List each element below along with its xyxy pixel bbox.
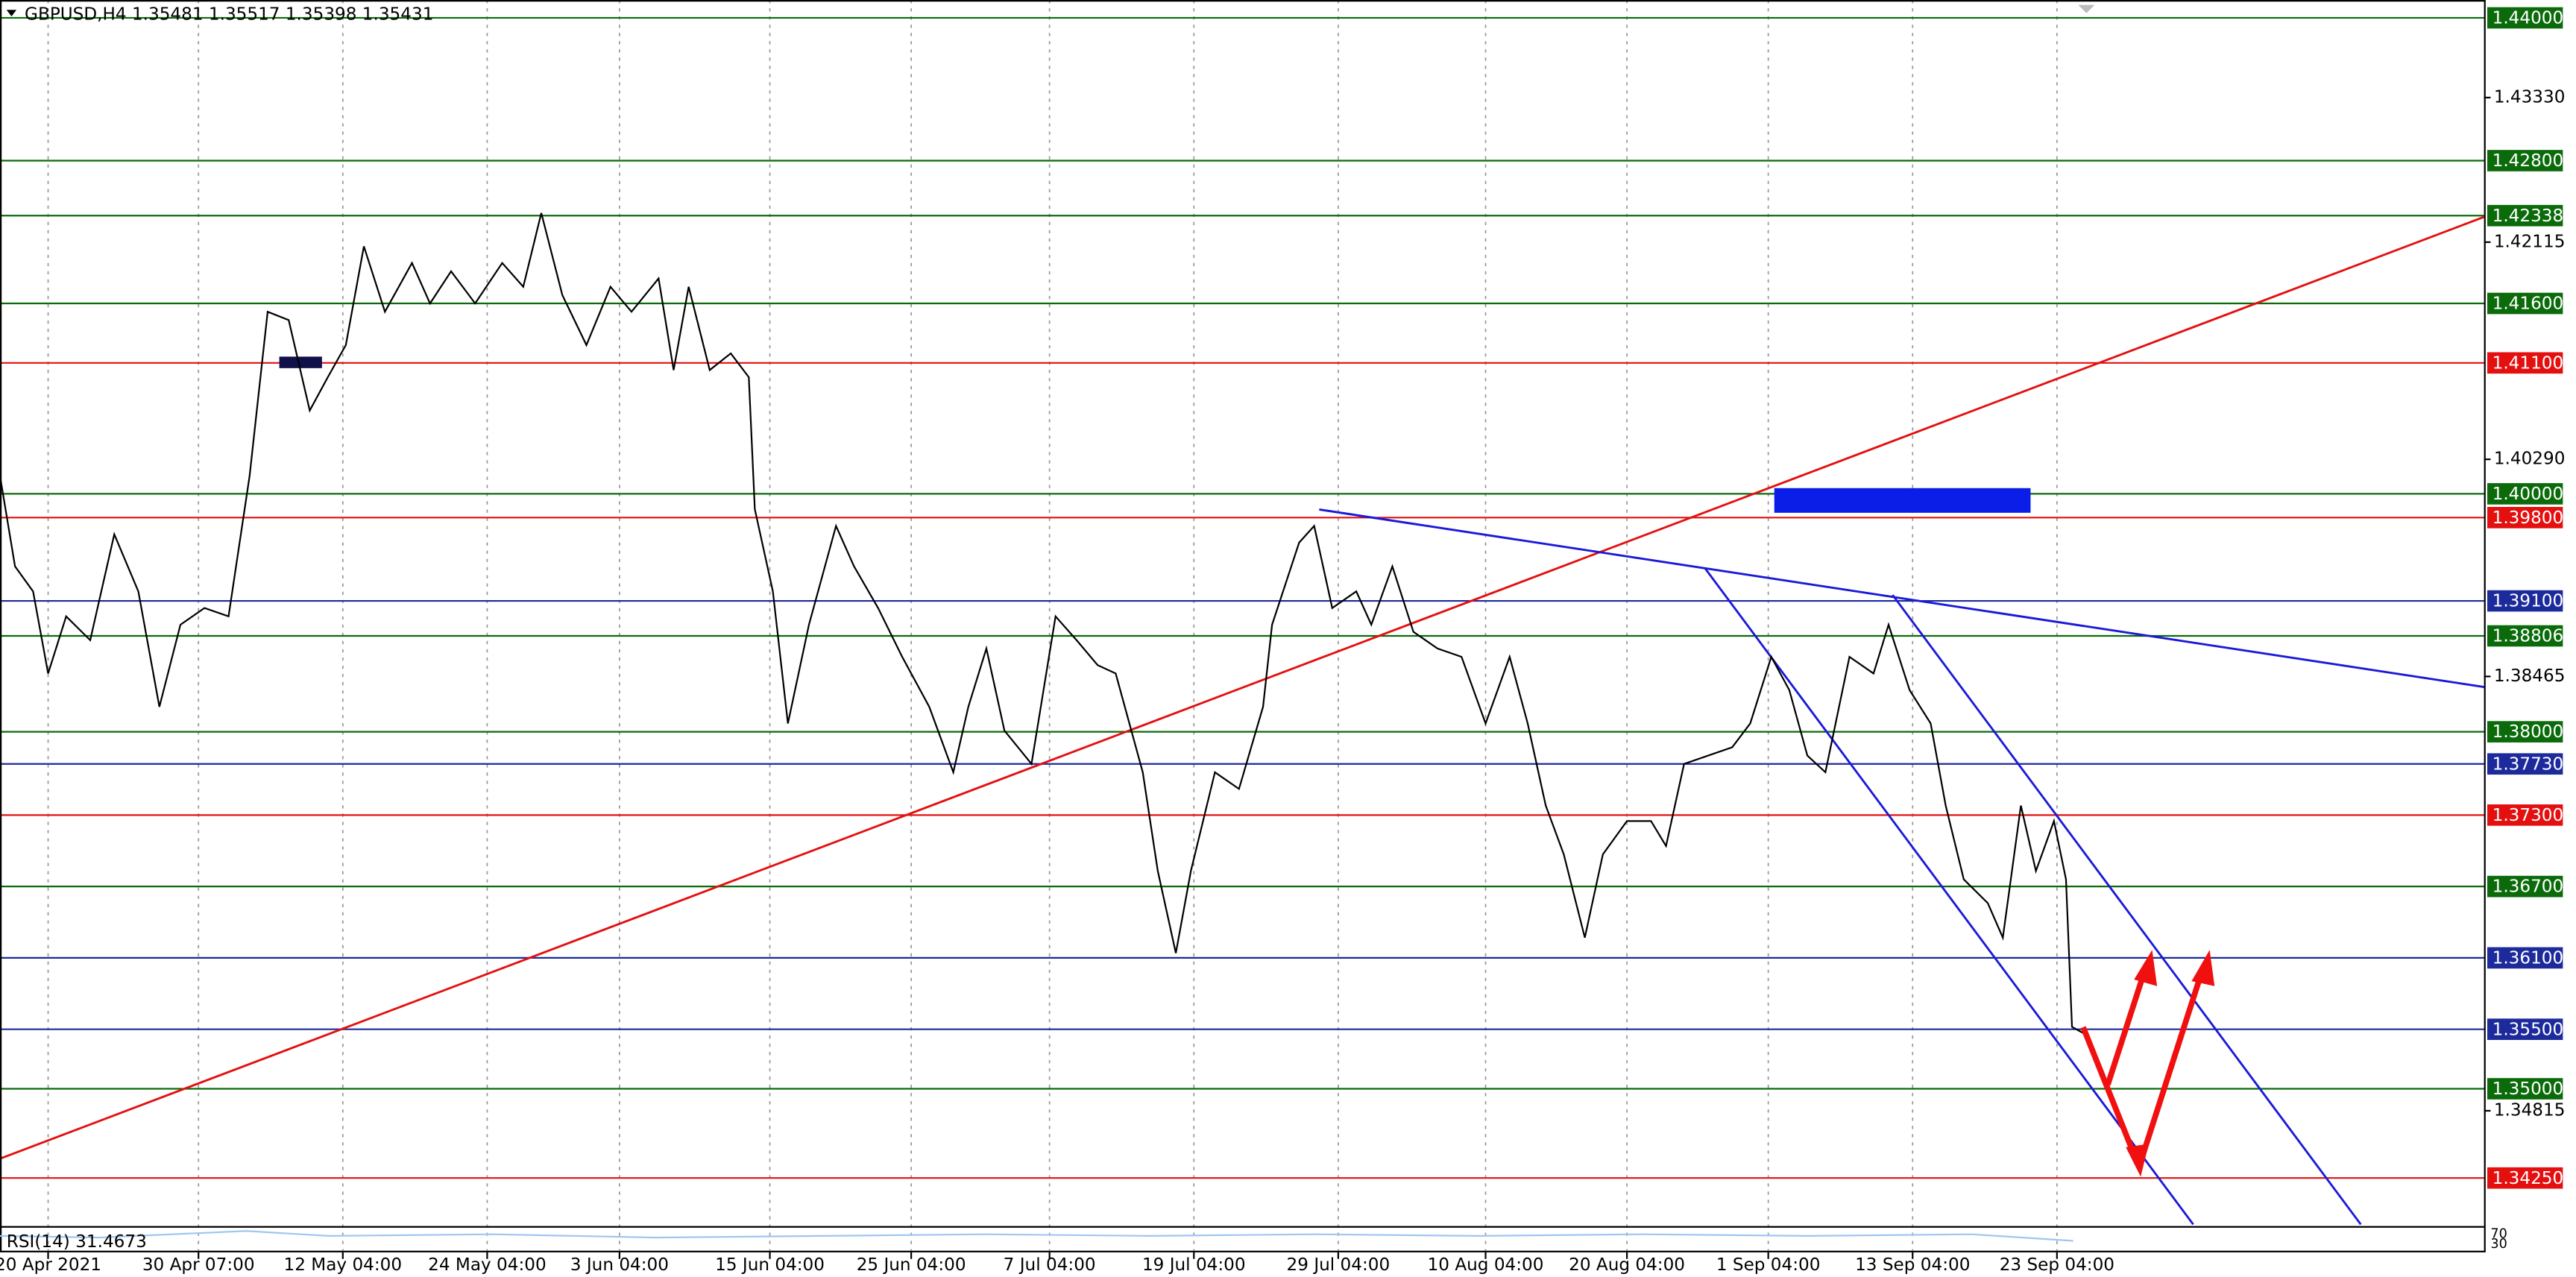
level-label-box (2487, 753, 2563, 775)
level-label-box (2487, 204, 2563, 227)
rsi-line (0, 1230, 2073, 1242)
level-label-box (2487, 590, 2563, 612)
price-series (0, 212, 2088, 1036)
level-label: 1.37300 (2492, 806, 2564, 825)
channel-line (1704, 567, 2194, 1226)
level-label: 1.40000 (2492, 485, 2564, 504)
y-tick-label: 1.40290 (2494, 450, 2566, 469)
level-label-box (2487, 1078, 2563, 1100)
level-label: 1.38000 (2492, 722, 2564, 742)
x-tick-label: 19 Jul 04:00 (1142, 1255, 1246, 1275)
level-label: 1.39800 (2492, 508, 2564, 528)
x-tick-label: 7 Jul 04:00 (1004, 1255, 1096, 1275)
x-tick-label: 25 Jun 04:00 (857, 1255, 966, 1275)
trend-line (1319, 508, 2484, 688)
level-label: 1.41600 (2492, 294, 2564, 314)
plot-frame (0, 0, 2486, 1252)
scroll-marker (2078, 4, 2095, 13)
level-label: 1.36700 (2492, 877, 2564, 897)
level-label: 1.37730 (2492, 754, 2564, 774)
level-label-box (2487, 352, 2563, 374)
menu-marker (6, 10, 17, 17)
x-tick-label: 24 May 04:00 (428, 1255, 547, 1275)
axes: 20 Apr 2021 30 Apr 07:00 12 May 04:00 24 Ma… (0, 7, 2565, 1275)
arrow-heads (2126, 950, 2215, 1177)
y-tick-label: 1.42115 (2494, 232, 2566, 251)
level-label-box (2487, 507, 2563, 529)
x-tick-label: 3 Jun 04:00 (570, 1255, 669, 1275)
level-label: 1.38806 (2492, 627, 2564, 646)
chart-title: GBPUSD,H4 1.35481 1.35517 1.35398 1.3543… (25, 4, 433, 24)
x-tick-label: 29 Jul 04:00 (1287, 1255, 1391, 1275)
indicator-tick: 30 (2490, 1237, 2507, 1252)
level-label: 1.34250 (2492, 1169, 2564, 1188)
x-tick-label: 30 Apr 07:00 (142, 1255, 255, 1275)
level-label-box (2487, 483, 2563, 505)
level-label-box (2487, 7, 2563, 29)
level-label-box (2487, 1018, 2563, 1041)
x-tick-label: 12 May 04:00 (284, 1255, 403, 1275)
y-tick-label: 1.38465 (2494, 666, 2566, 686)
grid (47, 0, 2058, 1251)
arrow-head (2126, 1144, 2150, 1177)
level-label: 1.36100 (2492, 949, 2564, 968)
forecast-path (2105, 971, 2147, 1086)
x-tick-label: 1 Sep 04:00 (1716, 1255, 1821, 1275)
indicator-label: RSI(14) 31.4673 (7, 1232, 147, 1252)
level-label-box (2487, 625, 2563, 647)
levels (0, 16, 2484, 1179)
trend-line (0, 215, 2485, 1160)
level-label: 1.35500 (2492, 1020, 2564, 1039)
x-tick-label: 13 Sep 04:00 (1855, 1255, 1970, 1275)
level-label: 1.42338 (2492, 206, 2564, 226)
level-label: 1.42800 (2492, 151, 2564, 171)
y-tick-label: 1.34815 (2494, 1101, 2566, 1120)
arrow-head (2134, 950, 2158, 986)
x-tick-label: 23 Sep 04:00 (2000, 1255, 2114, 1275)
level-label: 1.41100 (2492, 353, 2564, 373)
level-label-box (2487, 804, 2563, 826)
y-tick-label: 1.43330 (2494, 87, 2566, 107)
level-label-box (2487, 947, 2563, 969)
level-label-box (2487, 1167, 2563, 1189)
zone (1774, 488, 2031, 513)
arrow-head (2191, 950, 2215, 986)
zone (279, 356, 322, 368)
level-label-box (2487, 292, 2563, 315)
x-tick-label: 20 Apr 2021 (0, 1255, 101, 1275)
indicator-tick: 70 (2490, 1227, 2507, 1242)
level-label-box (2487, 721, 2563, 742)
level-label: 1.44000 (2492, 9, 2564, 28)
channel-line (1892, 594, 2362, 1226)
level-label-box (2487, 150, 2563, 171)
x-tick-label: 10 Aug 04:00 (1428, 1255, 1544, 1275)
x-tick-label: 20 Aug 04:00 (1569, 1255, 1685, 1275)
level-label: 1.35000 (2492, 1079, 2564, 1099)
x-tick-label: 15 Jun 04:00 (715, 1255, 825, 1275)
price-line (0, 212, 2088, 1036)
level-label: 1.39100 (2492, 592, 2564, 611)
level-label-box (2487, 875, 2563, 898)
